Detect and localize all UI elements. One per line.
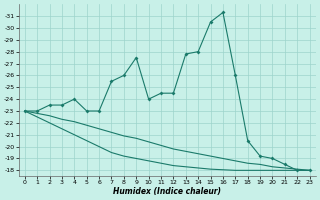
X-axis label: Humidex (Indice chaleur): Humidex (Indice chaleur) [113, 187, 221, 196]
